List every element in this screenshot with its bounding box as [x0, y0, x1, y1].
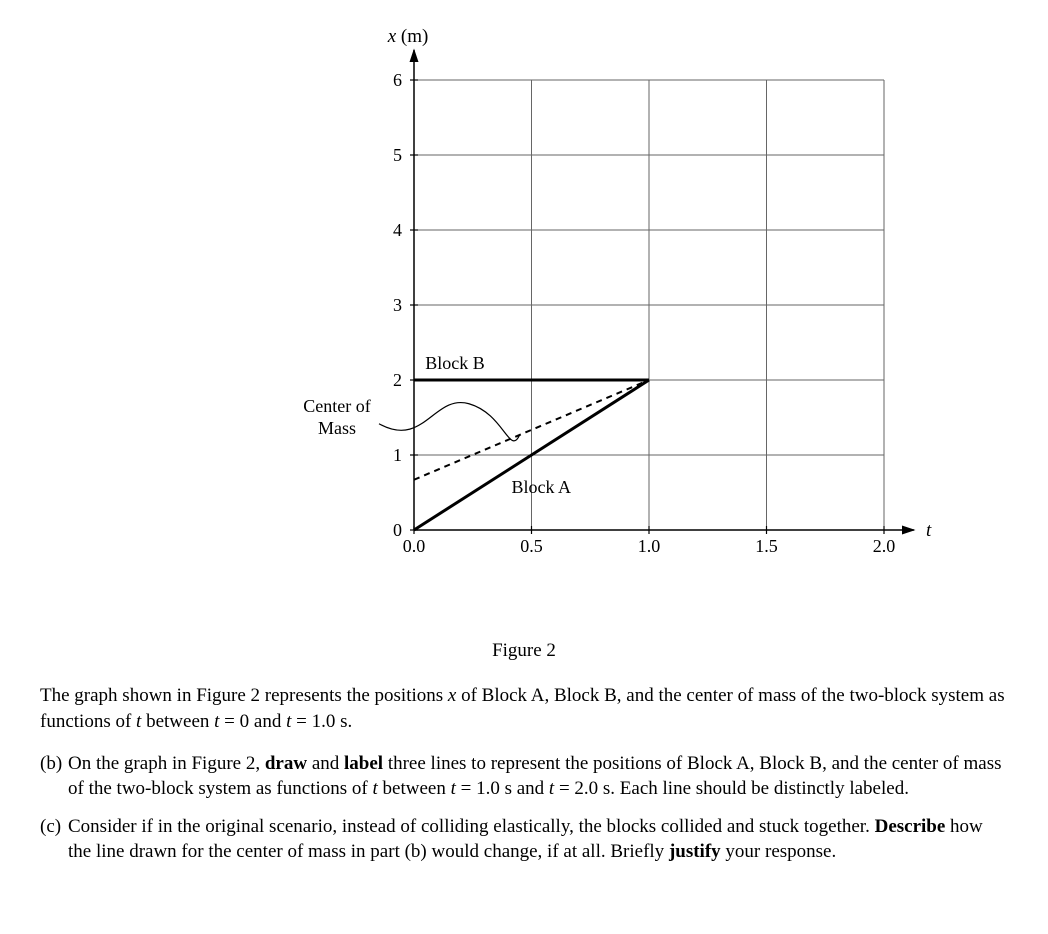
question-b-body: On the graph in Figure 2, draw and label…	[68, 751, 1008, 802]
svg-text:6: 6	[393, 70, 402, 90]
intro-text-3: between	[141, 711, 214, 732]
qb-text-5: and	[512, 778, 549, 799]
svg-text:3: 3	[393, 295, 402, 315]
qb-text-1: On the graph in Figure 2,	[68, 753, 265, 774]
question-c-body: Consider if in the original scenario, in…	[68, 814, 1008, 865]
qb-eq2-rhs: = 2.0 s	[554, 778, 610, 799]
eq2-rhs: = 1.0 s.	[291, 711, 352, 732]
svg-text:t (s): t (s)	[926, 520, 934, 541]
svg-text:1: 1	[393, 445, 402, 465]
svg-text:0.5: 0.5	[520, 536, 543, 556]
qb-eq1-rhs: = 1.0 s	[456, 778, 512, 799]
qc-bold-describe: Describe	[875, 816, 946, 837]
qc-text-1: Consider if in the original scenario, in…	[68, 816, 875, 837]
svg-text:1.5: 1.5	[755, 536, 778, 556]
svg-text:Block A: Block A	[512, 477, 572, 497]
svg-text:5: 5	[393, 145, 402, 165]
qb-bold-label: label	[344, 753, 383, 774]
qb-text-4: between	[378, 778, 451, 799]
qb-text-2: and	[307, 753, 344, 774]
qc-bold-justify: justify	[669, 841, 721, 862]
svg-text:0.0: 0.0	[403, 536, 426, 556]
question-b-label: (b)	[40, 751, 68, 802]
svg-text:x (m): x (m)	[387, 26, 429, 47]
chart-svg-wrap: 0.0 0.5 1.0 1.5 2.0 0 1 2 3 4 5 6 x (m) t (s) Block B B…	[114, 20, 934, 608]
svg-text:4: 4	[393, 220, 402, 240]
svg-text:1.0: 1.0	[638, 536, 661, 556]
svg-text:2.0: 2.0	[873, 536, 896, 556]
question-c-label: (c)	[40, 814, 68, 865]
svg-text:Center of: Center of	[303, 396, 370, 416]
intro-paragraph: The graph shown in Figure 2 represents t…	[40, 683, 1008, 734]
figure-2: 0.0 0.5 1.0 1.5 2.0 0 1 2 3 4 5 6 x (m) t (s) Block B B…	[40, 20, 1008, 663]
figure-caption: Figure 2	[40, 638, 1008, 664]
eq1-rhs: = 0	[219, 711, 249, 732]
intro-text-1: The graph shown in Figure 2 represents t…	[40, 685, 448, 706]
question-b: (b) On the graph in Figure 2, draw and l…	[40, 751, 1008, 802]
svg-text:Mass: Mass	[318, 418, 356, 438]
qc-text-3: your response.	[721, 841, 837, 862]
qb-text-6: . Each line should be distinctly labeled…	[610, 778, 909, 799]
position-time-chart: 0.0 0.5 1.0 1.5 2.0 0 1 2 3 4 5 6 x (m) t (s) Block B B…	[114, 20, 934, 600]
svg-text:2: 2	[393, 370, 402, 390]
intro-text-4: and	[249, 711, 286, 732]
qb-bold-draw: draw	[265, 753, 307, 774]
question-c: (c) Consider if in the original scenario…	[40, 814, 1008, 865]
svg-text:0: 0	[393, 520, 402, 540]
svg-text:Block B: Block B	[425, 353, 485, 373]
